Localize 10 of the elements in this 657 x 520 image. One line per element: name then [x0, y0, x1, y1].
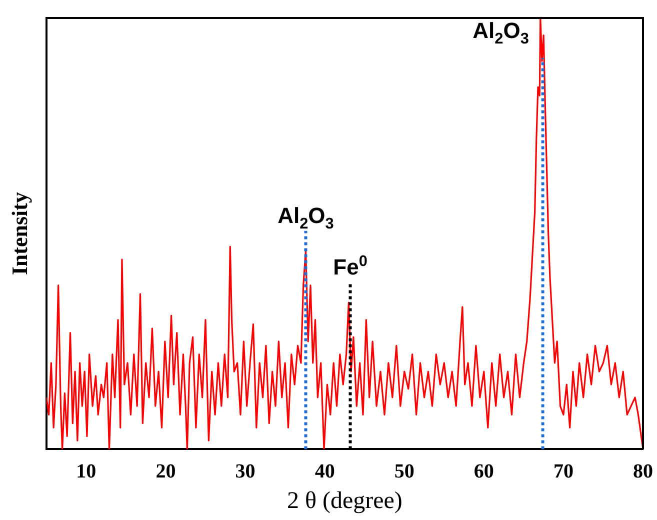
- x-axis-title: 2 θ (degree): [286, 488, 402, 514]
- y-axis-title: Intensity: [6, 192, 32, 276]
- x-tick-label: 80: [633, 460, 653, 482]
- x-tick-label: 50: [394, 460, 414, 482]
- x-tick-label: 70: [553, 460, 574, 482]
- x-tick-label: 40: [314, 460, 335, 482]
- x-tick-label: 60: [474, 460, 494, 482]
- x-tick-label: 10: [76, 460, 96, 482]
- x-tick-label: 30: [235, 460, 256, 482]
- x-tick-label: 20: [156, 460, 176, 482]
